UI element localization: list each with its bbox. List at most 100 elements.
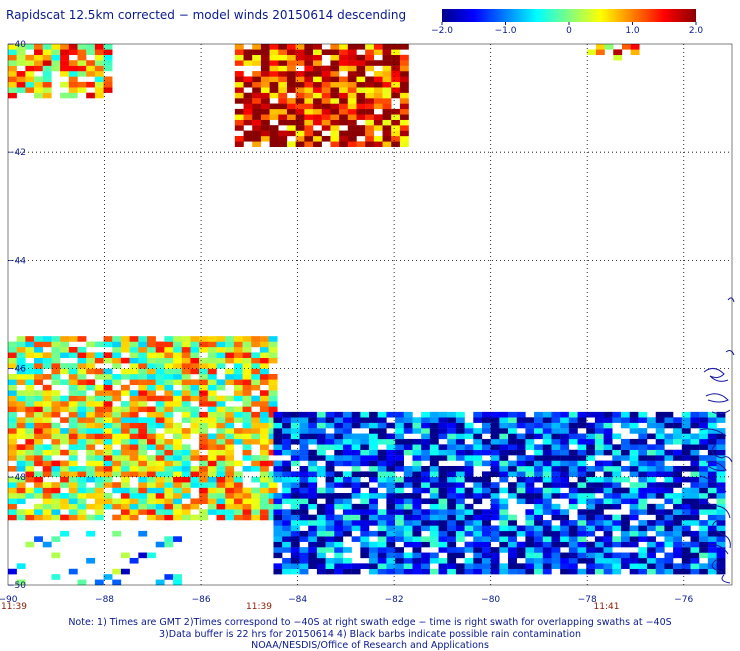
heatmap-cell [412, 460, 422, 467]
heatmap-cell [181, 503, 191, 510]
heatmap-cell [586, 471, 596, 477]
heatmap-cell [181, 471, 191, 477]
heatmap-cell [508, 444, 517, 450]
heatmap-cell [421, 455, 431, 461]
heatmap-cell [268, 449, 278, 456]
heatmap-cell [699, 482, 709, 488]
heatmap-cell [129, 465, 139, 472]
heatmap-cell [577, 482, 587, 488]
heatmap-cell [325, 514, 335, 521]
heatmap-cell [138, 449, 148, 456]
heatmap-cell [316, 455, 326, 461]
heatmap-cell [577, 498, 587, 505]
heatmap-cell [60, 379, 70, 386]
heatmap-cell [386, 476, 396, 483]
heatmap-cell [199, 487, 209, 494]
heatmap-cell [412, 498, 422, 505]
heatmap-cell [16, 460, 26, 467]
heatmap-cell [94, 44, 104, 50]
heatmap-cell [216, 346, 226, 353]
heatmap-cell [242, 341, 252, 348]
heatmap-cell [290, 433, 300, 440]
heatmap-cell [147, 379, 156, 386]
heatmap-cell [447, 568, 457, 575]
heatmap-cell [103, 574, 113, 580]
heatmap-cell [325, 465, 335, 472]
heatmap-cell [155, 438, 165, 445]
heatmap-cell [112, 438, 122, 445]
heatmap-cell [603, 428, 613, 434]
heatmap-cell [438, 449, 448, 456]
heatmap-cell [412, 536, 422, 542]
heatmap-cell [412, 476, 422, 483]
heatmap-cell [612, 411, 622, 418]
heatmap-cell [16, 374, 26, 380]
heatmap-cell [51, 411, 61, 418]
heatmap-cell [233, 406, 243, 413]
heatmap-cell [391, 114, 401, 120]
heatmap-cell [308, 449, 318, 456]
heatmap-cell [716, 482, 726, 488]
heatmap-cell [225, 379, 235, 386]
heatmap-cell [68, 498, 78, 505]
heatmap-cell [234, 71, 244, 77]
heatmap-cell [525, 444, 535, 450]
heatmap-cell [525, 417, 535, 423]
heatmap-cell [34, 401, 43, 407]
heatmap-cell [260, 71, 270, 77]
heatmap-cell [34, 92, 43, 99]
heatmap-cell [282, 557, 292, 564]
heatmap-cell [268, 346, 278, 353]
heatmap-cell [568, 471, 578, 477]
heatmap-cell [638, 476, 648, 483]
heatmap-cell [681, 438, 691, 445]
heatmap-cell [129, 422, 139, 429]
heatmap-cell [391, 130, 401, 137]
heatmap-cell [586, 503, 596, 510]
heatmap-cell [369, 498, 378, 505]
heatmap-cell [473, 455, 483, 461]
heatmap-cell [377, 422, 387, 429]
heatmap-cell [429, 482, 439, 488]
heatmap-cell [290, 417, 300, 423]
heatmap-cell [321, 71, 331, 77]
heatmap-cell [551, 433, 561, 440]
heatmap-cell [707, 493, 717, 499]
heatmap-cell [534, 455, 543, 461]
heatmap-cell [216, 487, 226, 494]
heatmap-cell [60, 352, 70, 358]
heatmap-cell [308, 525, 318, 532]
heatmap-cell [365, 130, 375, 137]
heatmap-cell [51, 336, 61, 342]
heatmap-cell [138, 493, 148, 499]
heatmap-cell [699, 422, 709, 429]
heatmap-cell [673, 525, 683, 532]
x-tick-label: −82 [385, 595, 404, 605]
heatmap-cell [447, 563, 457, 569]
heatmap-cell [129, 557, 139, 564]
heatmap-cell [120, 487, 130, 494]
heatmap-cell [612, 563, 622, 569]
heatmap-cell [339, 119, 348, 126]
heatmap-cell [251, 374, 261, 380]
heatmap-cell [34, 379, 43, 386]
y-tick-label: −42 [7, 148, 26, 158]
heatmap-cell [77, 417, 87, 423]
heatmap-cell [299, 498, 309, 505]
heatmap-cell [16, 455, 26, 461]
heatmap-cell [147, 471, 156, 477]
heatmap-cell [260, 49, 270, 56]
heatmap-cell [308, 471, 318, 477]
heatmap-cell [499, 460, 509, 467]
heatmap-cell [77, 579, 87, 586]
heatmap-cell [551, 417, 561, 423]
heatmap-cell [551, 525, 561, 532]
y-tick-label: −50 [7, 581, 26, 591]
heatmap-cell [269, 103, 279, 110]
heatmap-cell [252, 114, 262, 120]
heatmap-cell [308, 482, 318, 488]
heatmap-cell [629, 465, 639, 472]
heatmap-cell [334, 536, 344, 542]
heatmap-cell [225, 493, 235, 499]
heatmap-cell [68, 60, 78, 66]
